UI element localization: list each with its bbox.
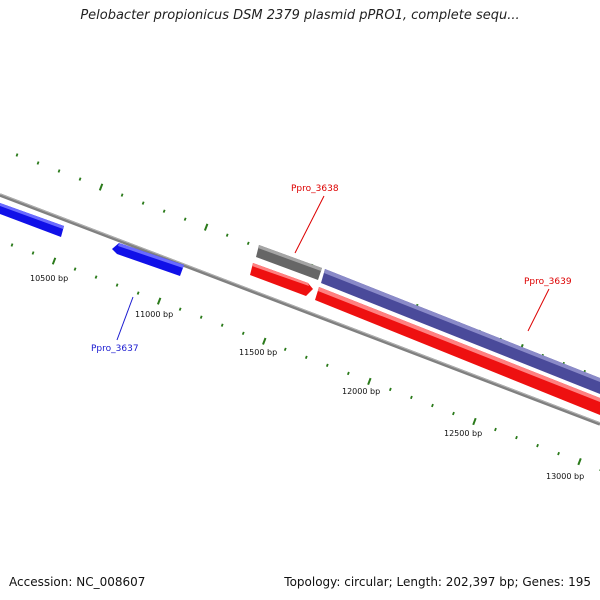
gene-feature-gray[interactable] <box>256 245 322 280</box>
gene-feature-purple-ppro-3639[interactable] <box>321 269 600 394</box>
tick-mark <box>203 223 209 231</box>
tick-mark <box>220 323 224 327</box>
tick-mark <box>346 371 350 376</box>
tick-mark <box>246 241 250 246</box>
tick-mark <box>73 267 77 271</box>
tick-mark <box>452 411 455 416</box>
tick-mark <box>94 275 98 279</box>
tick-mark <box>136 291 140 295</box>
position-label-13000: 13000 bp <box>546 472 584 481</box>
tick-mark <box>31 251 35 255</box>
position-label-12500: 12500 bp <box>444 429 482 438</box>
tick-mark <box>472 417 477 426</box>
position-label-12000: 12000 bp <box>342 387 380 396</box>
tick-mark <box>120 193 124 197</box>
position-label-11500: 11500 bp <box>239 348 277 357</box>
tick-mark <box>325 363 329 368</box>
gene-feature-red-long[interactable] <box>315 287 600 415</box>
position-label-10500: 10500 bp <box>30 274 68 283</box>
gene-label-ppro-3637: Ppro_3637 <box>91 344 139 354</box>
tick-mark <box>262 337 267 345</box>
gene-feature-red-arrow[interactable] <box>250 263 313 296</box>
sequence-summary: Topology: circular; Length: 202,397 bp; … <box>284 575 591 589</box>
gene-label-ppro-3638: Ppro_3638 <box>291 184 339 194</box>
accession-text: Accession: NC_008607 <box>9 575 146 589</box>
inner-tick-marks <box>10 243 600 471</box>
tick-mark <box>10 243 14 247</box>
tick-mark <box>162 209 166 213</box>
tick-mark <box>115 283 119 287</box>
tick-mark <box>178 307 182 311</box>
tick-mark <box>199 315 203 319</box>
tick-mark <box>183 217 187 221</box>
gene-feature-blue-ppro-3637[interactable] <box>112 243 184 276</box>
tick-mark <box>557 451 560 456</box>
map-title: Pelobacter propionicus DSM 2379 plasmid … <box>80 8 520 23</box>
tick-mark <box>98 183 104 191</box>
tick-mark <box>225 233 229 237</box>
tick-mark <box>51 257 57 265</box>
tick-mark <box>577 458 582 466</box>
tick-mark <box>410 395 413 400</box>
tick-mark <box>241 331 245 336</box>
tick-mark <box>536 443 539 448</box>
tick-mark <box>367 377 372 386</box>
tick-mark <box>141 201 145 205</box>
sequence-backbone <box>0 193 600 426</box>
tick-mark <box>156 297 162 305</box>
tick-mark <box>494 427 497 432</box>
tick-mark <box>431 403 434 408</box>
leader-line-ppro-3638 <box>294 195 325 254</box>
tick-mark <box>36 161 40 165</box>
tick-mark <box>283 347 287 352</box>
tick-mark <box>388 387 392 392</box>
tick-mark <box>57 169 61 173</box>
tick-mark <box>78 177 82 181</box>
position-label-11000: 11000 bp <box>135 310 173 319</box>
tick-mark <box>304 355 308 360</box>
leader-line-ppro-3637 <box>116 296 134 341</box>
tick-mark <box>15 153 19 157</box>
leader-line-ppro-3639 <box>527 288 550 332</box>
gene-label-ppro-3639: Ppro_3639 <box>524 277 572 287</box>
tick-mark <box>515 435 518 440</box>
